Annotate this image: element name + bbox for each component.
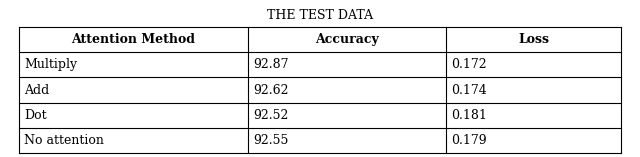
Text: Add: Add (24, 84, 49, 97)
Text: Accuracy: Accuracy (315, 33, 379, 46)
Text: 0.179: 0.179 (451, 134, 487, 147)
Text: 92.55: 92.55 (253, 134, 288, 147)
Text: 92.87: 92.87 (253, 58, 289, 71)
Text: 0.181: 0.181 (451, 109, 487, 122)
Text: 92.62: 92.62 (253, 84, 289, 97)
Text: 0.174: 0.174 (451, 84, 487, 97)
Text: Dot: Dot (24, 109, 47, 122)
Text: Multiply: Multiply (24, 58, 77, 71)
Text: 0.172: 0.172 (451, 58, 487, 71)
Text: THE TEST DATA: THE TEST DATA (267, 9, 373, 22)
Text: 92.52: 92.52 (253, 109, 288, 122)
Text: Attention Method: Attention Method (72, 33, 195, 46)
Text: Loss: Loss (518, 33, 549, 46)
Text: No attention: No attention (24, 134, 104, 147)
